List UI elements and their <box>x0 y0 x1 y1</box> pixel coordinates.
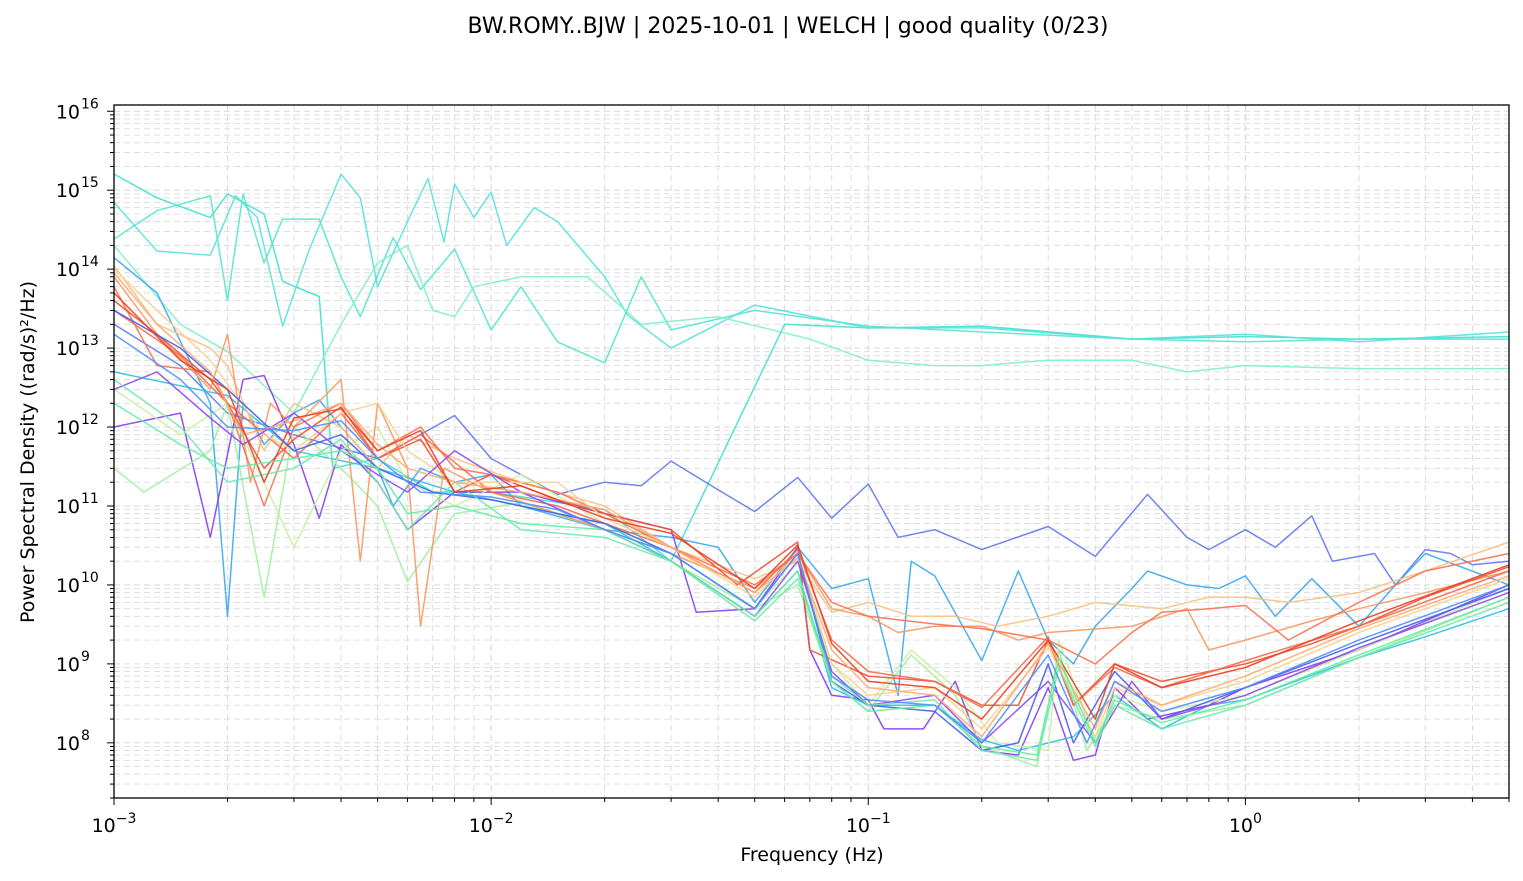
y-tick-label: 10 <box>56 259 80 281</box>
y-tick-label: 10 <box>56 654 80 676</box>
y-tick-label: 10 <box>56 496 80 518</box>
y-tick-label: 10 <box>56 180 80 202</box>
series-line <box>113 257 1510 697</box>
series-line <box>113 173 1510 349</box>
x-axis: 10−3 10−2 10−1 100 <box>92 798 1510 837</box>
y-tick-label: 10 <box>56 417 80 439</box>
series-line <box>113 292 1510 720</box>
x-tick-label: 100 <box>1229 811 1262 837</box>
y-tick-exponent: 12 <box>81 412 99 428</box>
x-tick-label: 10−2 <box>469 811 514 837</box>
grid <box>113 105 1510 799</box>
y-tick-exponent: 8 <box>81 728 90 744</box>
series-line <box>113 309 1510 709</box>
series-line <box>113 402 1510 756</box>
series-line <box>113 244 1509 414</box>
plot-frame <box>113 104 1510 799</box>
y-tick-exponent: 15 <box>81 175 99 191</box>
x-axis-label: Frequency (Hz) <box>740 844 883 866</box>
series-line <box>113 333 1510 744</box>
y-tick-label: 10 <box>56 338 80 360</box>
series-line <box>113 300 1510 706</box>
y-tick-label: 10 <box>56 733 80 755</box>
y-tick-label: 10 <box>56 101 80 123</box>
y-tick-exponent: 14 <box>81 254 99 270</box>
x-tick-label: 10−3 <box>92 811 137 837</box>
chart-title: BW.ROMY..BJW | 2025-10-01 | WELCH | good… <box>468 14 1109 39</box>
series-line <box>113 276 1510 651</box>
y-tick-exponent: 10 <box>81 570 99 586</box>
x-tick-label: 10−1 <box>846 811 891 837</box>
y-tick-label: 10 <box>56 575 80 597</box>
series-line <box>113 378 1510 762</box>
y-tick-exponent: 9 <box>81 649 90 665</box>
y-tick-exponent: 13 <box>81 333 99 349</box>
series-line <box>113 309 1510 752</box>
y-tick-exponent: 16 <box>81 96 99 112</box>
series-line <box>113 323 1510 586</box>
series-line <box>113 374 1510 762</box>
y-axis-label: Power Spectral Density ((rad/s)²/Hz) <box>17 281 39 623</box>
series-group <box>113 173 1510 768</box>
y-tick-exponent: 11 <box>81 491 99 507</box>
series-line <box>113 286 1510 665</box>
